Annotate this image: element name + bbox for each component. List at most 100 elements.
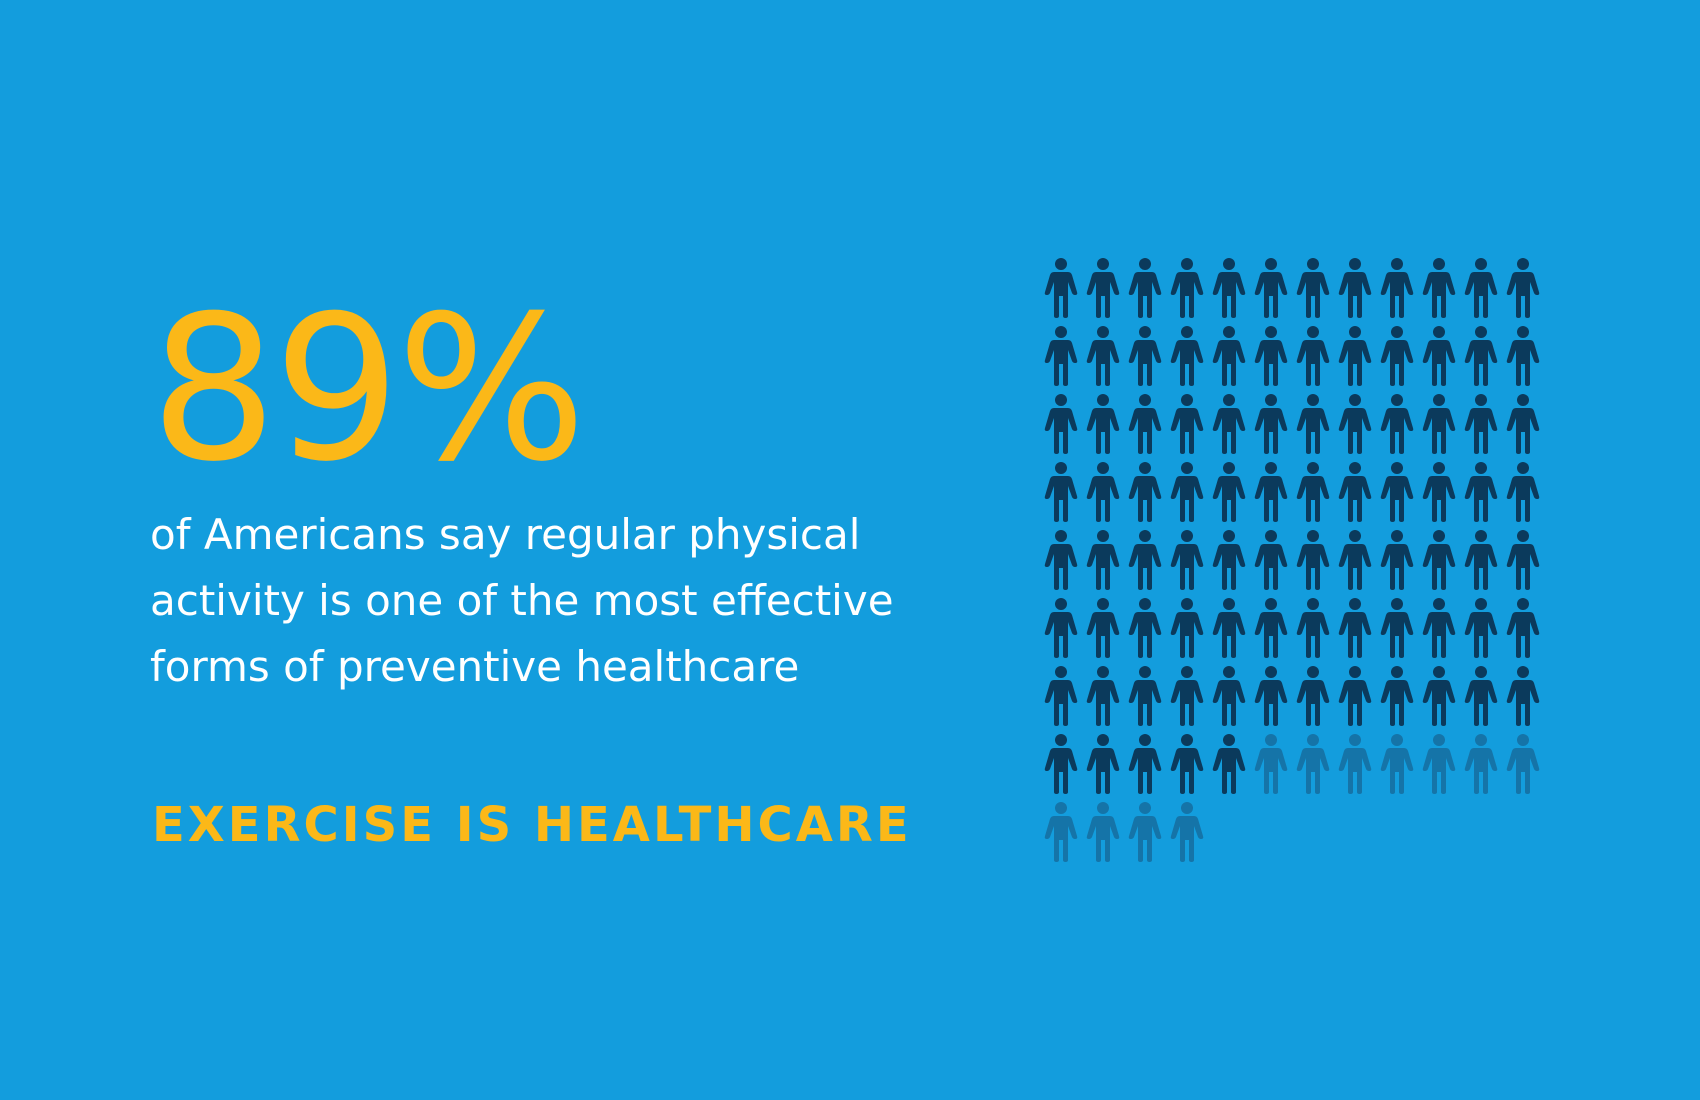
person-icon (1422, 394, 1456, 454)
people-pictograph (1040, 258, 1544, 866)
person-icon-highlighted (1376, 462, 1418, 530)
person-icon (1212, 326, 1246, 386)
person-icon-highlighted (1250, 530, 1292, 598)
person-icon-highlighted (1166, 734, 1208, 802)
person-icon-highlighted (1124, 666, 1166, 734)
person-icon (1338, 394, 1372, 454)
person-icon-highlighted (1166, 598, 1208, 666)
person-icon-remaining (1334, 734, 1376, 802)
person-icon (1296, 666, 1330, 726)
person-icon-highlighted (1292, 258, 1334, 326)
tagline: EXERCISE IS HEALTHCARE (152, 797, 912, 853)
person-icon-highlighted (1124, 258, 1166, 326)
person-icon-highlighted (1460, 598, 1502, 666)
person-icon (1296, 258, 1330, 318)
person-icon-highlighted (1166, 258, 1208, 326)
person-icon (1044, 530, 1078, 590)
person-icon-highlighted (1418, 258, 1460, 326)
person-icon-highlighted (1250, 394, 1292, 462)
person-icon-highlighted (1502, 326, 1544, 394)
person-icon (1128, 598, 1162, 658)
person-icon (1128, 802, 1162, 862)
person-icon (1422, 666, 1456, 726)
person-icon (1170, 802, 1204, 862)
person-icon (1212, 666, 1246, 726)
person-icon (1128, 666, 1162, 726)
person-icon (1464, 530, 1498, 590)
person-icon-highlighted (1208, 734, 1250, 802)
person-icon-highlighted (1040, 258, 1082, 326)
person-icon-highlighted (1208, 598, 1250, 666)
person-icon-remaining (1166, 802, 1208, 870)
person-icon (1422, 258, 1456, 318)
person-icon-highlighted (1460, 258, 1502, 326)
person-icon-highlighted (1082, 734, 1124, 802)
person-icon (1296, 598, 1330, 658)
person-icon-highlighted (1040, 462, 1082, 530)
person-icon (1170, 530, 1204, 590)
person-icon (1296, 462, 1330, 522)
person-icon-highlighted (1124, 734, 1166, 802)
person-icon (1170, 462, 1204, 522)
person-icon-highlighted (1082, 258, 1124, 326)
person-icon-highlighted (1502, 666, 1544, 734)
person-icon-highlighted (1040, 394, 1082, 462)
person-icon-highlighted (1334, 394, 1376, 462)
person-icon (1380, 326, 1414, 386)
person-icon (1464, 462, 1498, 522)
person-icon-highlighted (1208, 258, 1250, 326)
person-icon-highlighted (1292, 530, 1334, 598)
person-icon-highlighted (1418, 530, 1460, 598)
person-icon-highlighted (1124, 462, 1166, 530)
person-icon (1296, 530, 1330, 590)
person-icon (1506, 530, 1540, 590)
person-icon (1380, 258, 1414, 318)
person-icon-highlighted (1376, 326, 1418, 394)
person-icon (1170, 394, 1204, 454)
person-icon (1338, 462, 1372, 522)
person-icon (1506, 258, 1540, 318)
person-icon (1212, 530, 1246, 590)
person-icon (1464, 666, 1498, 726)
person-icon (1086, 326, 1120, 386)
person-icon-highlighted (1376, 258, 1418, 326)
person-icon-highlighted (1502, 598, 1544, 666)
person-icon-highlighted (1250, 666, 1292, 734)
person-icon (1338, 666, 1372, 726)
person-icon-highlighted (1124, 326, 1166, 394)
person-icon (1422, 462, 1456, 522)
person-icon-highlighted (1460, 326, 1502, 394)
person-icon-highlighted (1334, 598, 1376, 666)
person-icon (1254, 734, 1288, 794)
person-icon-highlighted (1418, 462, 1460, 530)
person-icon-highlighted (1082, 530, 1124, 598)
person-icon-highlighted (1292, 462, 1334, 530)
person-icon-highlighted (1502, 394, 1544, 462)
person-icon (1254, 462, 1288, 522)
person-icon (1380, 394, 1414, 454)
person-icon (1086, 598, 1120, 658)
person-icon (1338, 326, 1372, 386)
person-icon-highlighted (1418, 666, 1460, 734)
person-icon-remaining (1250, 734, 1292, 802)
person-icon (1506, 394, 1540, 454)
person-icon-highlighted (1292, 666, 1334, 734)
person-icon (1086, 530, 1120, 590)
person-icon (1086, 802, 1120, 862)
person-icon-highlighted (1460, 462, 1502, 530)
person-icon-remaining (1292, 734, 1334, 802)
person-icon (1044, 462, 1078, 522)
person-icon (1338, 530, 1372, 590)
person-icon-highlighted (1502, 530, 1544, 598)
person-icon-highlighted (1166, 462, 1208, 530)
person-icon-remaining (1460, 734, 1502, 802)
person-icon-highlighted (1376, 530, 1418, 598)
person-icon (1422, 530, 1456, 590)
person-icon (1212, 258, 1246, 318)
person-icon-highlighted (1292, 326, 1334, 394)
person-icon-highlighted (1334, 530, 1376, 598)
person-icon-highlighted (1292, 598, 1334, 666)
person-icon (1212, 598, 1246, 658)
person-icon-highlighted (1040, 666, 1082, 734)
person-icon-highlighted (1376, 394, 1418, 462)
